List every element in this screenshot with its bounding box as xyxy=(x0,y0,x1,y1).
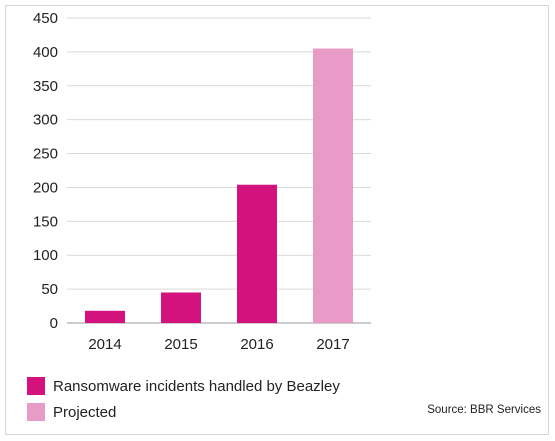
bar-2016 xyxy=(237,184,277,323)
y-tick-label: 150 xyxy=(33,213,58,230)
legend-swatch-incidents xyxy=(27,377,45,395)
bar-2014 xyxy=(85,310,125,323)
bar-2017 xyxy=(313,48,353,323)
x-tick-label: 2017 xyxy=(316,336,349,353)
bar-chart: 0 50 100 150 200 250 300 350 400 450 2014 2015 2016… xyxy=(33,10,371,353)
x-tick-label: 2016 xyxy=(240,336,273,353)
legend-item-projected: Projected xyxy=(27,402,116,422)
x-tick-label: 2014 xyxy=(88,336,121,353)
y-tick-label: 200 xyxy=(33,179,58,196)
bars xyxy=(85,48,353,323)
y-tick-label: 300 xyxy=(33,112,58,129)
y-tick-label: 450 xyxy=(33,10,58,27)
y-tick-label: 100 xyxy=(33,247,58,264)
x-axis-ticks: 2014 2015 2016 2017 xyxy=(88,336,349,353)
legend-label-incidents: Ransomware incidents handled by Beazley xyxy=(53,377,340,395)
y-tick-label: 350 xyxy=(33,78,58,95)
source-note: Source: BBR Services xyxy=(427,404,541,416)
legend-item-incidents: Ransomware incidents handled by Beazley xyxy=(27,376,340,396)
x-tick-label: 2015 xyxy=(164,336,197,353)
y-axis-ticks: 0 50 100 150 200 250 300 350 400 450 xyxy=(33,10,58,332)
legend-swatch-projected xyxy=(27,403,45,421)
chart-frame xyxy=(5,5,549,435)
legend-label-projected: Projected xyxy=(53,403,117,421)
y-tick-label: 250 xyxy=(33,146,58,163)
bar-2015 xyxy=(161,292,201,323)
y-tick-label: 0 xyxy=(50,315,58,332)
y-tick-label: 400 xyxy=(33,44,58,61)
y-tick-label: 50 xyxy=(41,281,58,298)
